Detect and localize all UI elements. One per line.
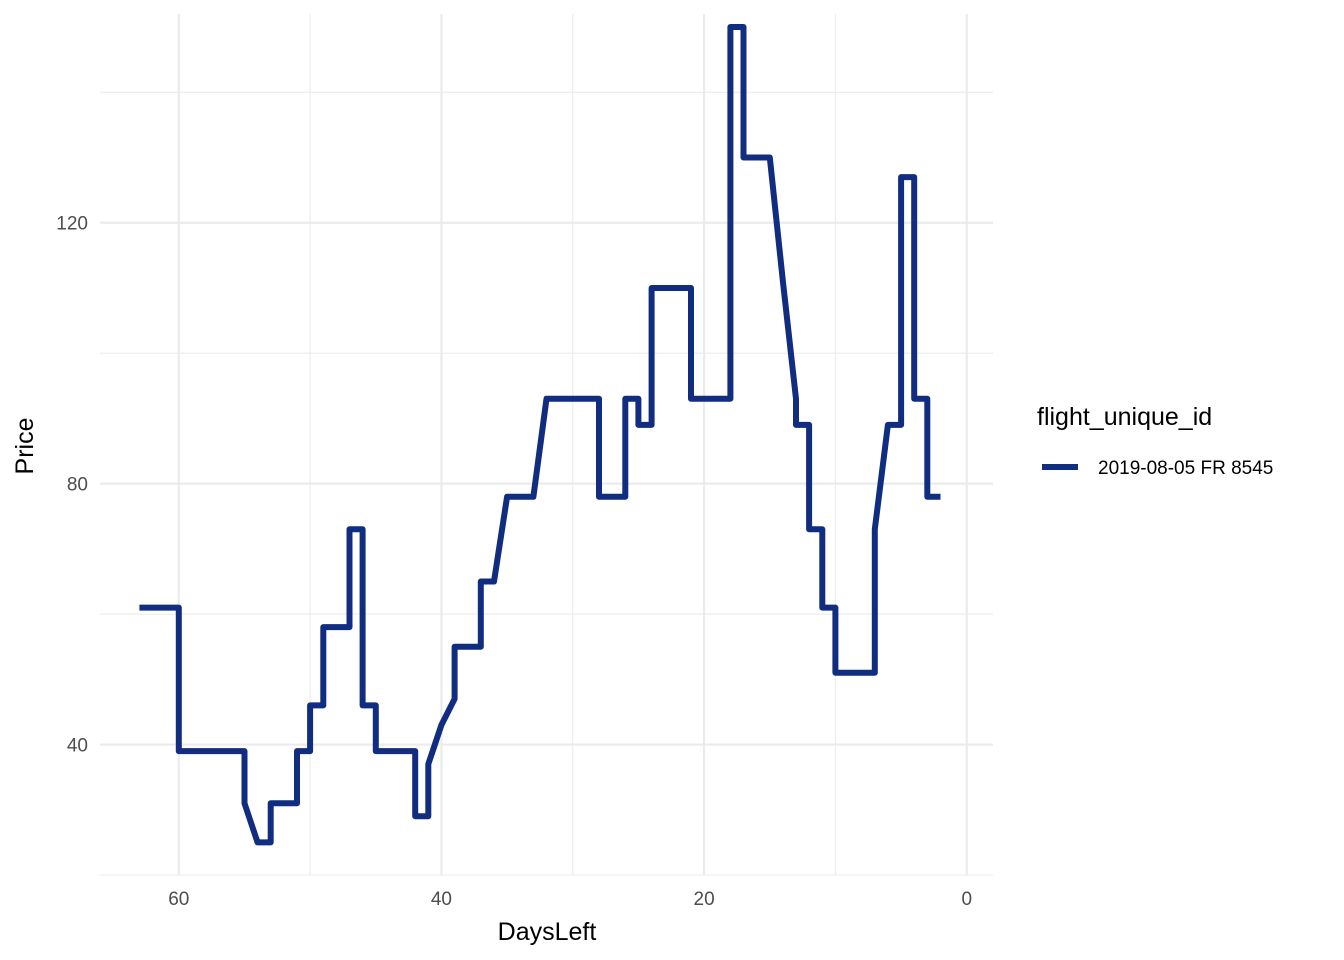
y-tick-label: 40 bbox=[67, 736, 88, 757]
x-tick-label: 40 bbox=[431, 889, 452, 910]
minor-gridlines bbox=[100, 14, 993, 876]
x-axis-title: DaysLeft bbox=[498, 918, 597, 946]
x-tick-label: 0 bbox=[961, 889, 972, 910]
series-layer bbox=[139, 24, 941, 846]
legend-label: 2019-08-05 FR 8545 bbox=[1098, 458, 1273, 479]
y-tick-label: 120 bbox=[56, 214, 88, 235]
legend-title: flight_unique_id bbox=[1037, 403, 1212, 431]
major-gridlines bbox=[100, 14, 993, 875]
y-tick-label: 80 bbox=[67, 475, 88, 496]
y-axis-tick-labels: 40 80 120 bbox=[56, 214, 88, 757]
x-tick-label: 20 bbox=[694, 889, 715, 910]
legend: flight_unique_id 2019-08-05 FR 8545 bbox=[1037, 403, 1273, 479]
y-axis-title: Price bbox=[11, 418, 39, 475]
x-tick-label: 60 bbox=[168, 889, 189, 910]
x-axis-tick-labels: 60 40 20 0 bbox=[168, 889, 972, 910]
series-line bbox=[139, 24, 941, 846]
